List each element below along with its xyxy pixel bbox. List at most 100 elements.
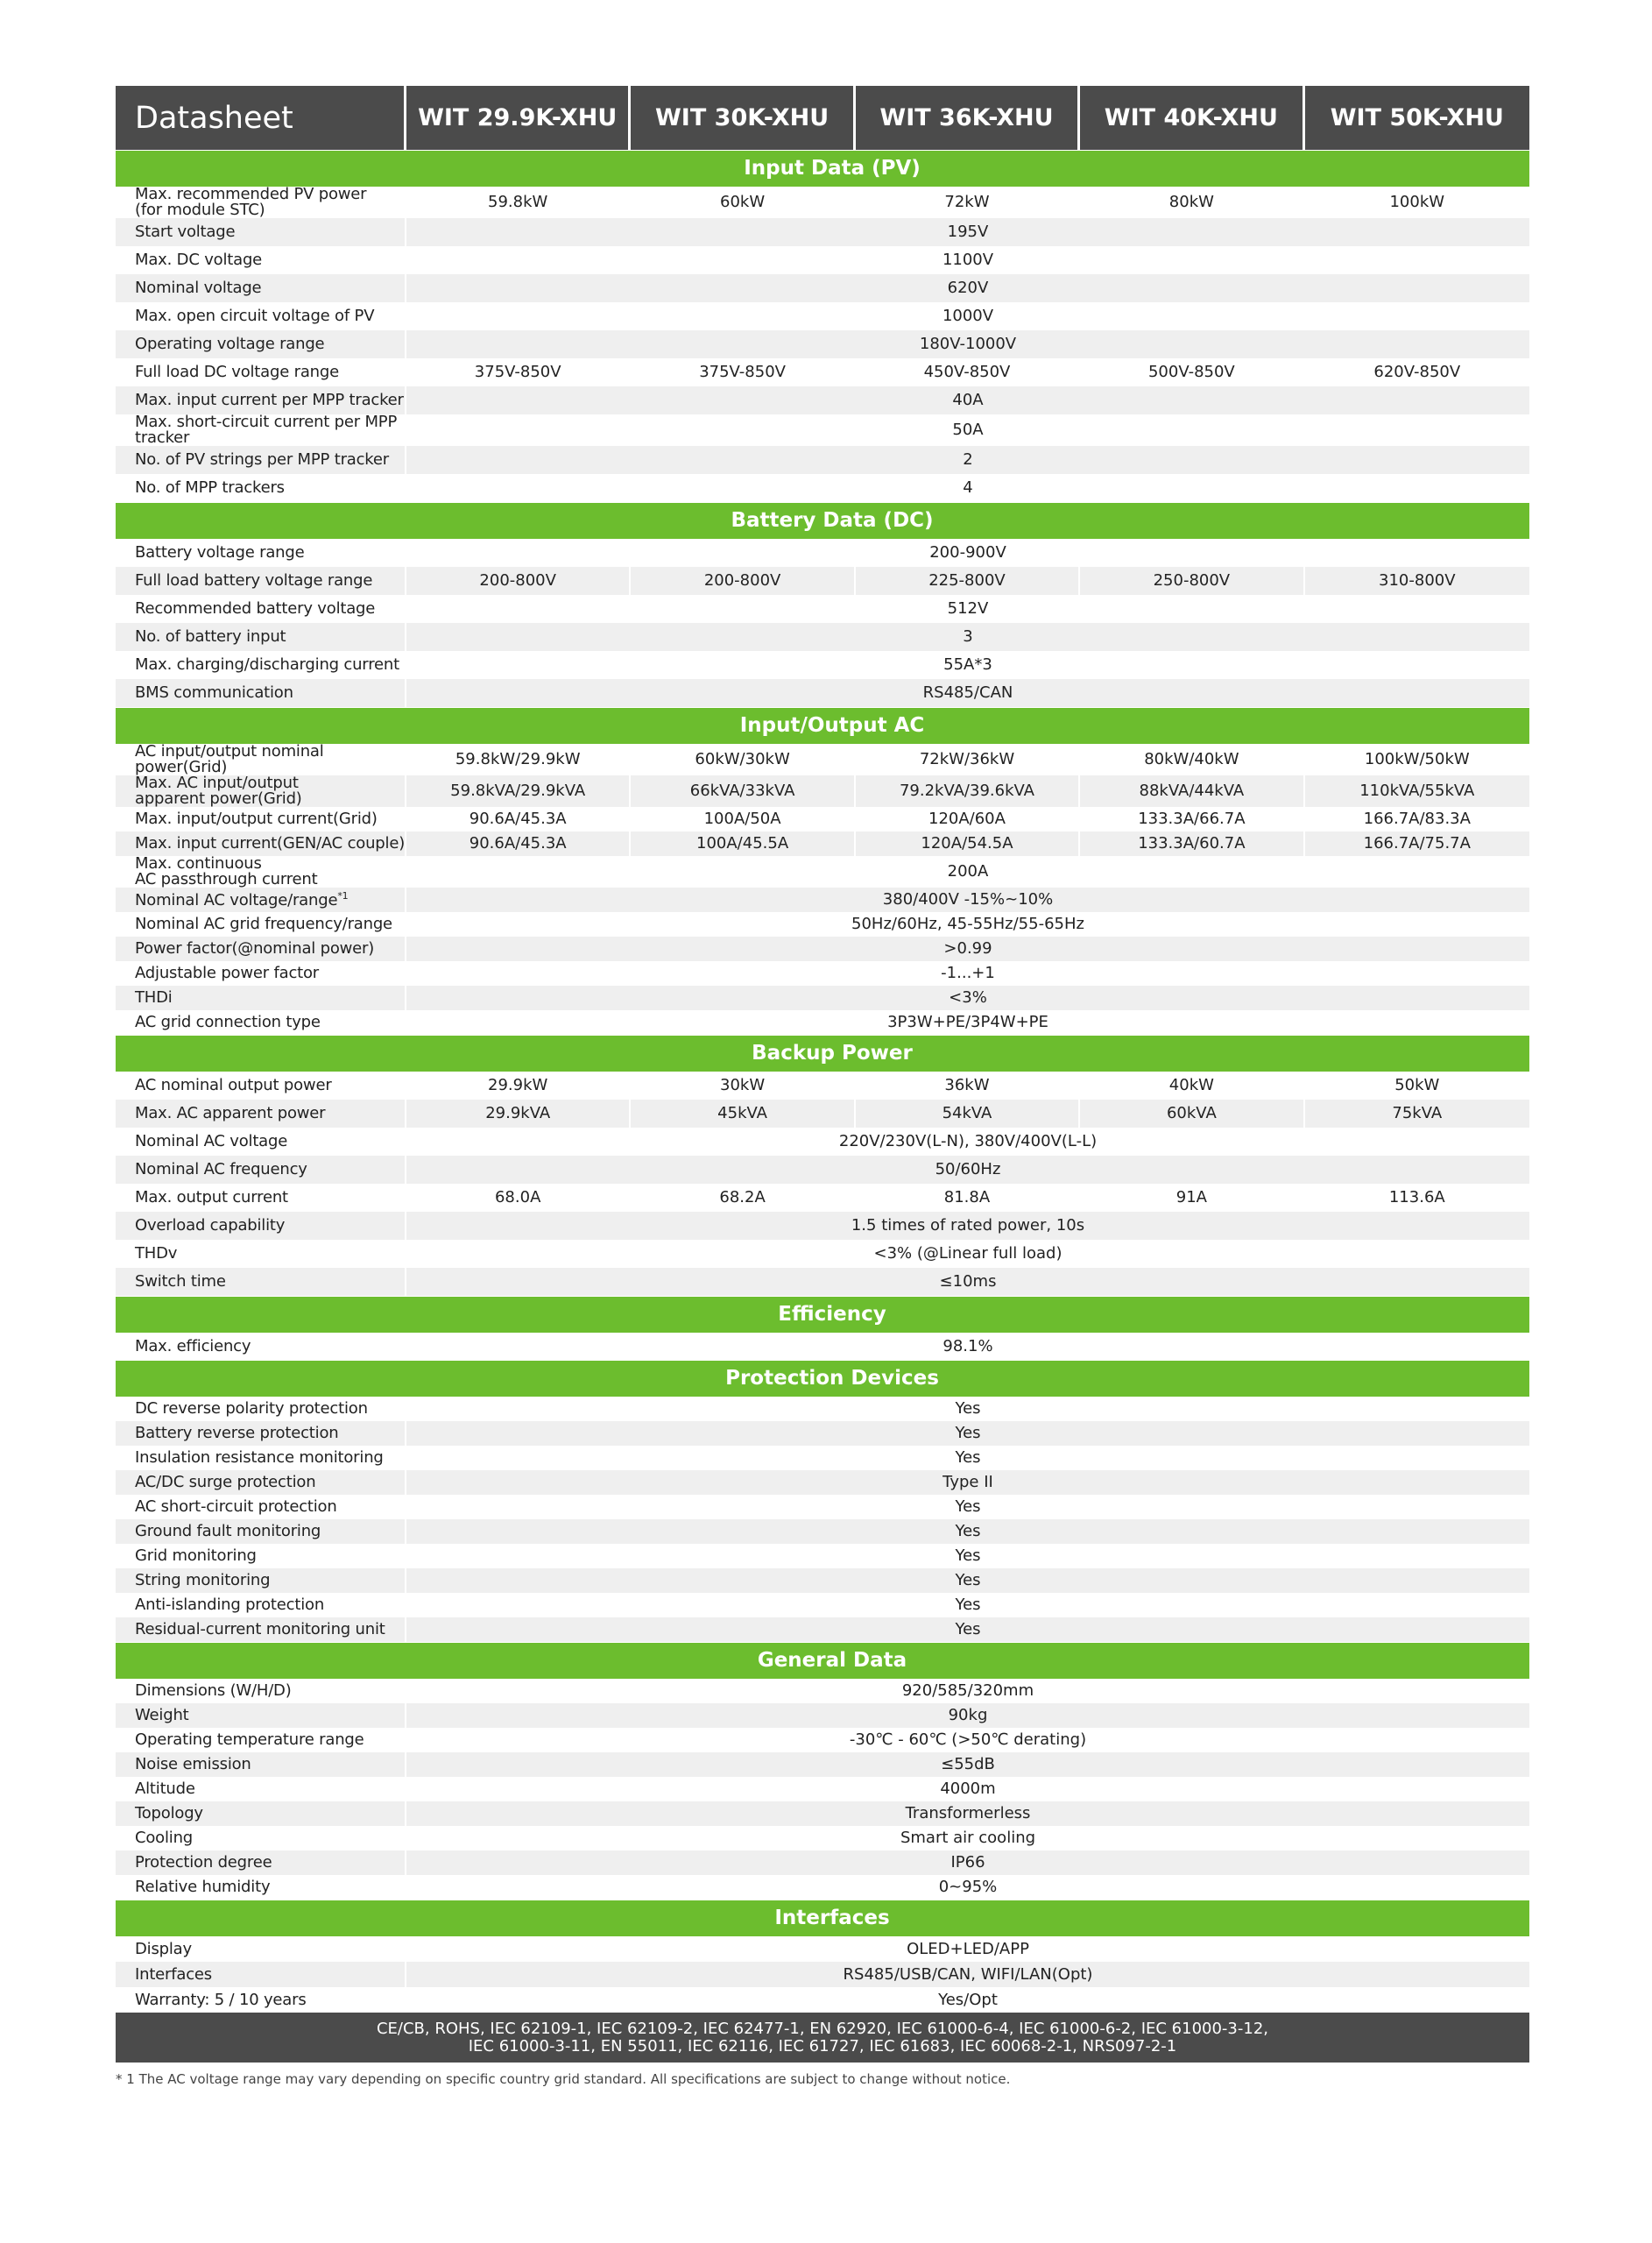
- spec-row: Max. short-circuit current per MPP track…: [116, 414, 1529, 446]
- spec-value: 133.3A/66.7A: [1080, 807, 1305, 831]
- label-text: AC nominal output power: [135, 1076, 332, 1094]
- label-text: No. of PV strings per MPP tracker: [135, 450, 389, 469]
- spec-row: Max. input current per MPP tracker 40A: [116, 386, 1529, 414]
- column-header: WIT 36K-XHU: [855, 86, 1081, 150]
- section-title: Interfaces: [116, 1900, 1529, 1936]
- spec-row: Ground fault monitoring Yes: [116, 1519, 1529, 1544]
- spec-value: RS485/USB/CAN, WIFI/LAN(Opt): [406, 1962, 1529, 1987]
- column-header: WIT 29.9K-XHU: [406, 86, 632, 150]
- label-text: Nominal voltage: [135, 279, 262, 297]
- section-title: General Data: [116, 1642, 1529, 1679]
- spec-value: 4: [406, 474, 1529, 502]
- label-text: DC reverse polarity protection: [135, 1399, 368, 1418]
- label-text: AC/DC surge protection: [135, 1473, 316, 1491]
- spec-row: BMS communication RS485/CAN: [116, 679, 1529, 707]
- label-text: Relative humidity: [135, 1878, 271, 1896]
- spec-value: 220V/230V(L-N), 380V/400V(L-L): [406, 1128, 1529, 1156]
- spec-label: Adjustable power factor: [116, 961, 406, 986]
- spec-value: 60kW/30kW: [631, 744, 856, 775]
- spec-row: Operating voltage range 180V-1000V: [116, 330, 1529, 358]
- spec-value: 920/585/320mm: [406, 1679, 1529, 1703]
- section-header-row: Backup Power: [116, 1035, 1529, 1072]
- label-text: Full load battery voltage range: [135, 571, 373, 590]
- label-text: Switch time: [135, 1272, 226, 1291]
- section: Efficiency Max. efficiency 98.1%: [116, 1296, 1529, 1360]
- spec-value: 36kW: [855, 1072, 1081, 1100]
- spec-label: Full load DC voltage range: [116, 358, 406, 386]
- label-text: Nominal AC grid frequency/range: [135, 915, 392, 933]
- spec-label: Nominal voltage: [116, 274, 406, 302]
- spec-value: 3P3W+PE/3P4W+PE: [406, 1010, 1529, 1035]
- spec-value: 88kVA/44kVA: [1080, 775, 1305, 807]
- spec-value: 80kW: [1080, 187, 1305, 218]
- spec-value: 166.7A/83.3A: [1304, 807, 1529, 831]
- spec-label: Altitude: [116, 1777, 406, 1801]
- spec-value: IP66: [406, 1850, 1529, 1875]
- spec-row: Max. recommended PV power (for module ST…: [116, 187, 1529, 218]
- label-text: Operating temperature range: [135, 1730, 364, 1749]
- spec-row: Interfaces RS485/USB/CAN, WIFI/LAN(Opt): [116, 1962, 1529, 1987]
- spec-value: 91A: [1080, 1184, 1305, 1212]
- spec-value: 200A: [406, 856, 1529, 888]
- label-text: Operating voltage range: [135, 335, 325, 353]
- spec-label: Insulation resistance monitoring: [116, 1446, 406, 1470]
- label-text: Cooling: [135, 1829, 194, 1847]
- spec-value: 40A: [406, 386, 1529, 414]
- column-header: WIT 30K-XHU: [631, 86, 856, 150]
- spec-label: Max. AC input/output apparent power(Grid…: [116, 775, 406, 807]
- spec-label: AC nominal output power: [116, 1072, 406, 1100]
- spec-value: 68.2A: [631, 1184, 856, 1212]
- spec-label: Nominal AC voltage/range*1: [116, 888, 406, 912]
- section-title: Efficiency: [116, 1296, 1529, 1333]
- spec-value: 200-800V: [406, 567, 632, 595]
- spec-value: 59.8kW/29.9kW: [406, 744, 632, 775]
- label-text: Max. input current per MPP tracker: [135, 391, 404, 409]
- spec-value: 90kg: [406, 1703, 1529, 1728]
- column-header: WIT 50K-XHU: [1304, 86, 1529, 150]
- spec-row: Display OLED+LED/APP: [116, 1936, 1529, 1962]
- spec-value: 1000V: [406, 302, 1529, 330]
- label-text: Insulation resistance monitoring: [135, 1448, 384, 1467]
- spec-row: Noise emission ≤55dB: [116, 1752, 1529, 1777]
- spec-row: THDv <3% (@Linear full load): [116, 1240, 1529, 1268]
- spec-value: 100A/50A: [631, 807, 856, 831]
- spec-row: Max. DC voltage 1100V: [116, 246, 1529, 274]
- label-text: Noise emission: [135, 1755, 251, 1773]
- certifications: CE/CB, ROHS, IEC 62109-1, IEC 62109-2, I…: [116, 2013, 1529, 2063]
- spec-value: 29.9kVA: [406, 1100, 632, 1128]
- spec-value: 110kVA/55kVA: [1304, 775, 1529, 807]
- spec-row: Residual-current monitoring unit Yes: [116, 1617, 1529, 1642]
- spec-label: String monitoring: [116, 1568, 406, 1593]
- spec-row: Full load DC voltage range 375V-850V 375V-…: [116, 358, 1529, 386]
- spec-value: 55A*3: [406, 651, 1529, 679]
- label-text: Nominal AC voltage/range: [135, 891, 338, 909]
- label-text: AC grid connection type: [135, 1013, 321, 1031]
- spec-value: 620V-850V: [1304, 358, 1529, 386]
- spec-label: Max. recommended PV power (for module ST…: [116, 187, 406, 218]
- spec-row: Full load battery voltage range 200-800V 2…: [116, 567, 1529, 595]
- spec-value: Yes: [406, 1617, 1529, 1642]
- spec-value: 50Hz/60Hz, 45-55Hz/55-65Hz: [406, 912, 1529, 937]
- spec-row: Weight 90kg: [116, 1703, 1529, 1728]
- label-text: BMS communication: [135, 683, 293, 702]
- datasheet: Datasheet WIT 29.9K-XHU WIT 30K-XHU WIT 36…: [116, 86, 1529, 2087]
- label-text: Battery voltage range: [135, 543, 305, 562]
- spec-label: Max. input current(GEN/AC couple): [116, 831, 406, 856]
- column-header: WIT 40K-XHU: [1080, 86, 1305, 150]
- spec-label: Max. DC voltage: [116, 246, 406, 274]
- spec-label: No. of PV strings per MPP tracker: [116, 446, 406, 474]
- spec-label: Anti-islanding protection: [116, 1593, 406, 1617]
- label-text: Nominal AC frequency: [135, 1160, 307, 1178]
- spec-label: Start voltage: [116, 218, 406, 246]
- section-header-row: Battery Data (DC): [116, 502, 1529, 539]
- section-title: Input/Output AC: [116, 707, 1529, 744]
- spec-row: No. of PV strings per MPP tracker 2: [116, 446, 1529, 474]
- spec-label: Power factor(@nominal power): [116, 937, 406, 961]
- spec-value: 113.6A: [1304, 1184, 1529, 1212]
- label-text: AC input/output nominal power(Grid): [135, 742, 324, 776]
- spec-value: 50/60Hz: [406, 1156, 1529, 1184]
- label-text: Max. AC input/output apparent power(Grid…: [135, 774, 302, 808]
- spec-row: Relative humidity 0~95%: [116, 1875, 1529, 1900]
- spec-value: Yes: [406, 1568, 1529, 1593]
- spec-value: 512V: [406, 595, 1529, 623]
